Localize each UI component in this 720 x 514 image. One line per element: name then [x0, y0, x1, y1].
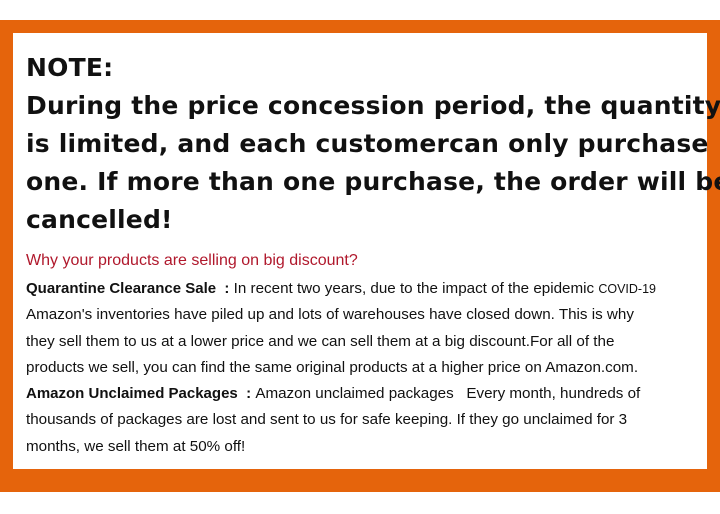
body-line: they sell them to us at a lower price an… [26, 332, 615, 350]
note-line: cancelled! [26, 205, 173, 234]
discount-subheading: Why your products are selling on big dis… [26, 252, 358, 269]
explanation-body: Quarantine Clearance Sale : In recent tw… [26, 276, 656, 460]
note-heading: NOTE: During the price concession period… [26, 49, 720, 239]
body-line: products we sell, you can find the same … [26, 358, 639, 376]
note-line: During the price concession period, the … [26, 91, 720, 120]
quarantine-first-line: Quarantine Clearance Sale : In recent tw… [26, 276, 656, 302]
note-line: one. If more than one purchase, the orde… [26, 167, 720, 196]
quarantine-text: In recent two years, due to the impact o… [229, 280, 599, 297]
covid-text: COVID-19 [598, 282, 656, 296]
notice-panel: NOTE: During the price concession period… [13, 33, 720, 469]
quarantine-label: Quarantine Clearance Sale : [26, 280, 230, 297]
note-title: NOTE: [26, 53, 114, 82]
body-line: thousands of packages are lost and sent … [26, 411, 628, 429]
body-line: months, we sell them at 50% off! [26, 437, 246, 455]
orange-frame: NOTE: During the price concession period… [0, 20, 720, 492]
unclaimed-label: Amazon Unclaimed Packages : [26, 385, 252, 403]
note-line: is limited, and each customercan only pu… [26, 129, 709, 158]
unclaimed-first-line: Amazon Unclaimed Packages : Amazon uncla… [26, 381, 656, 407]
body-line: Amazon's inventories have piled up and l… [26, 306, 634, 324]
unclaimed-text: Amazon unclaimed packages Every month, h… [251, 385, 641, 403]
